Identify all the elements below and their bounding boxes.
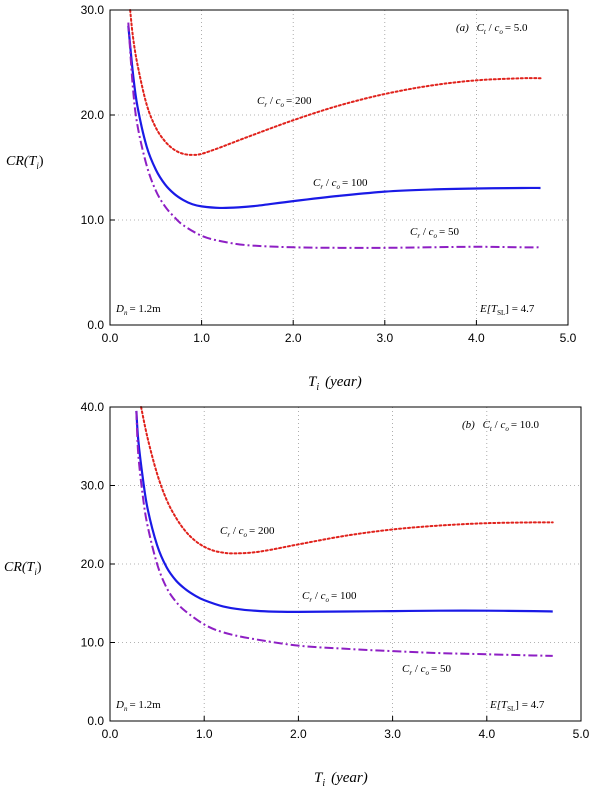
panel-a-curves	[127, 9, 542, 249]
panel-a-ylabel: CR(Ti)	[6, 154, 44, 171]
panel-a-dn-note: Dn = 1.2m	[115, 303, 161, 317]
panel-a-ytick-3: 30.0	[81, 3, 105, 17]
panel-a-series-200	[129, 9, 542, 156]
panel-b-xlabel: Ti (year)	[314, 770, 368, 789]
panel-a-xtick-5: 5.0	[560, 331, 577, 345]
panel-b-ticks: 0.0 1.0 2.0 3.0 4.0 5.0 0.0 10.0 20.0 30.0 40.0	[81, 400, 590, 741]
panel-a-ticks: 0.0 1.0 2.0 3.0 4.0 5.0 0.0 10.0 20.0 30.0	[81, 3, 577, 345]
panel-b-et-note: E[TSL] = 4.7	[489, 699, 545, 713]
panel-a-frame	[109, 9, 569, 326]
panel-b-title: (b) Ct / co = 10.0	[462, 419, 540, 433]
panel-b-xtick-3: 3.0	[384, 727, 401, 741]
panel-a-xtick-0: 0.0	[102, 331, 119, 345]
panel-a-series-100	[127, 25, 541, 210]
panel-a-label-100: Cr / co = 100	[313, 177, 368, 191]
panel-a-ytick-1: 10.0	[81, 213, 105, 227]
panel-b-xtick-4: 4.0	[478, 727, 495, 741]
panel-b-ytick-3: 30.0	[81, 479, 105, 493]
panel-b-grid	[110, 407, 581, 721]
panel-b-xtick-2: 2.0	[290, 727, 307, 741]
panel-b-ytick-0: 0.0	[87, 714, 104, 728]
panel-b-label-100: Cr / co = 100	[302, 590, 357, 604]
panel-a-series-50	[127, 22, 541, 249]
panel-b-xtick-0: 0.0	[102, 727, 119, 741]
panel-b-label-50: Cr / co = 50	[402, 663, 451, 677]
panel-b-xtick-5: 5.0	[573, 727, 590, 741]
panel-a-et-note: E[TSL] = 4.7	[479, 303, 535, 317]
panel-b-ylabel: CR(Ti)	[4, 560, 42, 577]
panel-b-curves	[135, 406, 554, 657]
panel-a-title: (a) Ct / co = 5.0	[456, 22, 528, 36]
panel-a-xtick-3: 3.0	[376, 331, 393, 345]
panel-a-xtick-4: 4.0	[468, 331, 485, 345]
panel-a-ytick-2: 20.0	[81, 108, 105, 122]
panel-a-ytick-0: 0.0	[87, 318, 104, 332]
panel-b: 0.0 1.0 2.0 3.0 4.0 5.0 0.0 10.0 20.0 30.0 40.0 CR…	[4, 400, 590, 789]
panel-b-ytick-4: 40.0	[81, 400, 105, 414]
panel-b-series-50	[135, 410, 553, 657]
panel-b-series-100	[135, 410, 553, 613]
panel-a: 0.0 1.0 2.0 3.0 4.0 5.0 0.0 10.0 20.0 30.0 CR(Ti)…	[6, 3, 577, 393]
panel-b-xtick-1: 1.0	[196, 727, 213, 741]
panel-b-label-200: Cr / co = 200	[220, 525, 275, 539]
panel-a-xlabel: Ti (year)	[308, 374, 362, 393]
panel-a-label-50: Cr / co = 50	[410, 226, 459, 240]
panel-b-ytick-2: 20.0	[81, 557, 105, 571]
panel-a-xtick-2: 2.0	[285, 331, 302, 345]
panel-a-grid	[110, 10, 568, 325]
panel-b-dn-note: Dn = 1.2m	[115, 699, 161, 713]
panel-a-label-200: Cr / co = 200	[257, 95, 312, 109]
panel-b-series-200	[140, 406, 554, 555]
panel-a-xtick-1: 1.0	[193, 331, 210, 345]
panel-b-ytick-1: 10.0	[81, 636, 105, 650]
